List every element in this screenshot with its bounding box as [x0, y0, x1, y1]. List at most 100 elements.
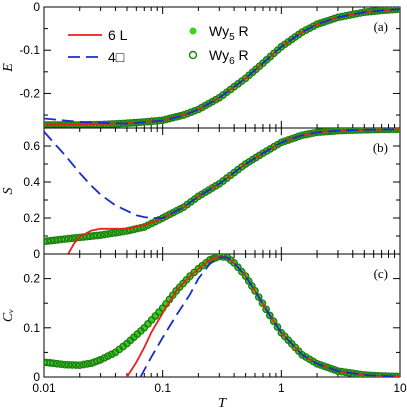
data-point: [287, 134, 296, 143]
data-point: [83, 360, 92, 368]
data-point: [190, 106, 199, 115]
data-point: [64, 234, 73, 243]
data-point: [57, 235, 66, 244]
series-line-1: [44, 128, 400, 219]
legend-label-main: Wy: [209, 23, 229, 39]
data-point: [294, 132, 303, 141]
data-point: [327, 364, 335, 373]
series-group: [44, 254, 400, 377]
data-point: [316, 361, 325, 369]
data-point: [183, 109, 192, 118]
data-point: [61, 360, 69, 369]
y-axis-label: Cᵥ: [1, 309, 16, 322]
data-point: [68, 361, 77, 369]
legend-label-suffix: R: [235, 47, 249, 63]
data-point: [277, 138, 286, 147]
y-tick-label: 0: [33, 247, 40, 261]
data-point: [72, 361, 80, 369]
y-tick-label: 0: [33, 0, 40, 14]
data-point: [258, 299, 267, 308]
data-point: [309, 22, 318, 31]
series-line-1: [44, 8, 400, 125]
panel-tag: (b): [373, 140, 388, 155]
data-point: [320, 362, 328, 371]
data-point: [68, 234, 77, 243]
data-point: [104, 352, 112, 360]
legend-label-sub: 6: [229, 56, 235, 67]
data-point: [75, 361, 84, 370]
legend-label-main: Wy: [209, 47, 229, 63]
data-point: [104, 230, 112, 238]
data-point: [108, 229, 116, 238]
data-point: [136, 223, 145, 232]
data-point: [323, 363, 332, 372]
data-point: [234, 263, 242, 272]
data-point: [237, 267, 246, 276]
data-point: [327, 15, 335, 24]
data-point: [53, 359, 62, 368]
data-point: [284, 136, 293, 144]
data-point: [316, 19, 325, 27]
panel-2: 0 0.2 0.4 0.6 S (b): [1, 127, 401, 261]
panel-tag: (c): [374, 266, 388, 281]
panel-3: 0 0.1 0.2 0.01 0.1 1 10 Cᵥ T (c): [1, 253, 407, 409]
x-tick-label: 1: [278, 381, 285, 395]
y-tick-label: 0.1: [23, 321, 40, 335]
legend-marker: [188, 50, 198, 60]
data-point: [123, 227, 131, 235]
y-tick-label: 0.6: [23, 139, 40, 153]
data-point: [262, 305, 270, 314]
y-tick-label: 0.4: [23, 175, 40, 189]
series-group: [44, 7, 400, 128]
data-point: [96, 231, 105, 239]
y-tick-label: 0.2: [23, 272, 40, 286]
y-tick-label: -0.2: [19, 86, 40, 100]
data-point: [323, 16, 332, 25]
data-point: [280, 137, 289, 146]
data-point: [265, 311, 274, 320]
data-point: [100, 230, 109, 239]
data-point: [49, 359, 58, 368]
data-point: [126, 226, 135, 235]
series-group: [44, 128, 400, 254]
data-point: [313, 20, 321, 29]
data-point: [133, 224, 142, 233]
legend-label: 6 L: [108, 27, 128, 43]
x-tick-label: 0.01: [32, 381, 56, 395]
data-point: [254, 293, 263, 301]
legend-label-sub: 5: [229, 32, 235, 43]
data-point: [330, 14, 339, 23]
legend-label: 4□: [108, 49, 125, 65]
data-point: [330, 366, 339, 374]
data-point: [96, 355, 105, 364]
series-line-1: [139, 256, 400, 377]
data-point: [79, 360, 88, 369]
legend-label: Wy5 R: [209, 23, 249, 43]
data-point: [302, 26, 310, 34]
legend-marker: [189, 27, 197, 35]
data-point: [140, 223, 149, 231]
y-axis-label: E: [1, 63, 16, 73]
data-point: [298, 28, 307, 36]
data-point: [313, 359, 321, 368]
data-point: [269, 317, 278, 326]
data-point: [230, 259, 238, 267]
x-tick-label: 10: [393, 381, 407, 395]
data-point: [61, 235, 69, 243]
panel-1: 0 -0.1 -0.2 E (a): [1, 0, 401, 129]
data-point: [305, 24, 314, 33]
data-point: [320, 18, 328, 26]
legend-label-suffix: R: [235, 23, 249, 39]
y-tick-label: 0: [33, 370, 40, 384]
data-point: [291, 133, 300, 142]
data-point: [187, 108, 195, 117]
y-axis-label: S: [1, 188, 16, 195]
panel-tag: (a): [374, 19, 388, 34]
legend-label: Wy6 R: [209, 47, 249, 67]
y-tick-label: -0.1: [19, 43, 40, 57]
data-point: [273, 323, 282, 331]
